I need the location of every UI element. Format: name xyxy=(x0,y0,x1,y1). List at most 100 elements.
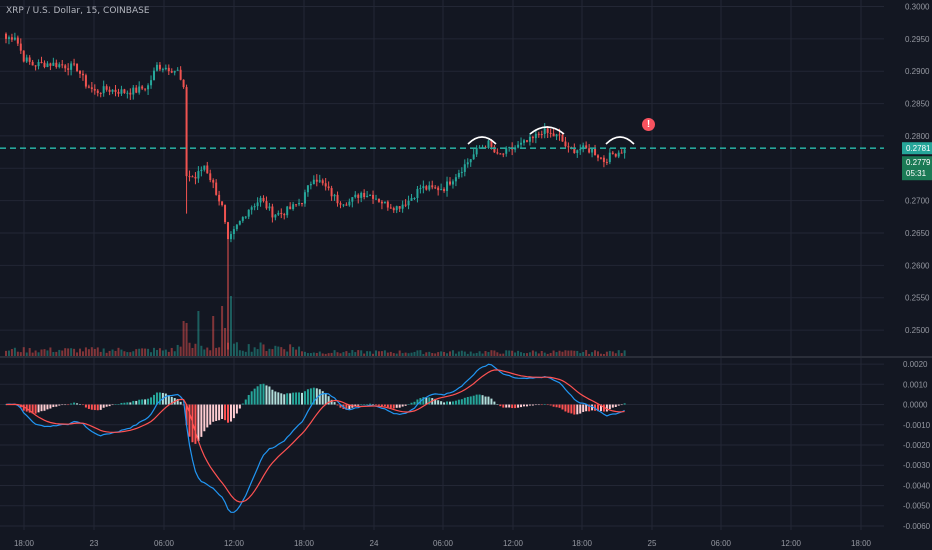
volume-bar-108 xyxy=(324,353,327,356)
candle-97 xyxy=(292,204,295,210)
candle-28 xyxy=(87,86,90,88)
volume-bar-147 xyxy=(440,351,443,356)
macd-hist-107 xyxy=(321,391,324,405)
volume-bar-41 xyxy=(126,352,129,356)
candle-38 xyxy=(117,91,120,94)
candle-87 xyxy=(262,197,265,202)
macd-hist-149 xyxy=(446,401,449,405)
macd-hist-142 xyxy=(425,397,428,405)
volume-bar-55 xyxy=(167,351,170,356)
candle-130 xyxy=(389,207,392,209)
macd-hist-16 xyxy=(52,404,55,408)
candle-73 xyxy=(221,201,224,206)
macd-hist-18 xyxy=(58,404,61,406)
candle-187 xyxy=(558,134,561,136)
price-tick-2: 0.2900 xyxy=(905,67,930,76)
volume-bar-110 xyxy=(330,352,333,356)
time-tick-6: 06:00 xyxy=(433,539,454,548)
macd-hist-172 xyxy=(514,404,517,409)
candle-184 xyxy=(549,132,552,134)
candle-40 xyxy=(123,89,126,94)
volume-bar-99 xyxy=(298,346,301,356)
pattern-arc-1 xyxy=(529,126,565,135)
candle-178 xyxy=(531,136,534,139)
macd-hist-54 xyxy=(164,393,167,405)
candle-117 xyxy=(351,197,354,202)
volume-bar-42 xyxy=(129,352,132,356)
candle-189 xyxy=(564,141,567,147)
candle-61 xyxy=(185,87,188,177)
macd-hist-91 xyxy=(274,391,277,405)
volume-bar-179 xyxy=(534,351,537,356)
volume-bar-195 xyxy=(582,351,585,356)
candle-161 xyxy=(481,146,484,148)
macd-hist-145 xyxy=(434,398,437,405)
macd-hist-70 xyxy=(212,404,215,422)
volume-bar-160 xyxy=(478,351,481,356)
candlestick-series xyxy=(5,32,626,350)
candle-157 xyxy=(469,159,472,163)
candle-67 xyxy=(203,165,206,170)
macd-hist-155 xyxy=(463,397,466,405)
candle-19 xyxy=(61,64,64,66)
macd-hist-121 xyxy=(363,404,366,405)
candle-88 xyxy=(265,201,268,209)
volume-bar-116 xyxy=(348,352,351,356)
volume-bar-145 xyxy=(434,353,437,356)
macd-hist-46 xyxy=(141,399,144,405)
macd-hist-163 xyxy=(487,396,490,405)
candle-149 xyxy=(446,181,449,191)
macd-hist-68 xyxy=(206,404,209,428)
candle-91 xyxy=(274,214,277,218)
macd-hist-134 xyxy=(401,404,404,407)
time-tick-7: 12:00 xyxy=(503,539,524,548)
volume-bar-154 xyxy=(460,350,463,356)
volume-bar-73 xyxy=(221,306,224,356)
candle-158 xyxy=(472,154,475,160)
volume-bar-15 xyxy=(49,347,52,356)
price-tick-1: 0.2950 xyxy=(905,35,930,44)
volume-bar-24 xyxy=(76,352,79,356)
candle-47 xyxy=(144,88,147,90)
volume-bar-169 xyxy=(505,350,508,356)
macd-hist-31 xyxy=(96,404,99,411)
candle-66 xyxy=(200,169,203,172)
macd-hist-143 xyxy=(428,397,431,405)
volume-bar-197 xyxy=(588,353,591,356)
volume-bar-95 xyxy=(286,351,289,356)
macd-hist-112 xyxy=(336,404,339,406)
candle-81 xyxy=(244,216,247,218)
volume-bar-146 xyxy=(437,352,440,356)
macd-hist-179 xyxy=(534,404,537,406)
macd-hist-198 xyxy=(591,404,594,411)
volume-bar-31 xyxy=(96,347,99,356)
candle-180 xyxy=(537,133,540,135)
volume-bar-37 xyxy=(114,350,117,356)
time-tick-1: 23 xyxy=(90,539,99,548)
volume-bar-175 xyxy=(523,353,525,356)
candle-155 xyxy=(463,164,466,172)
macd-hist-34 xyxy=(105,404,108,407)
macd-hist-111 xyxy=(333,402,336,405)
candle-140 xyxy=(419,188,422,190)
macd-hist-171 xyxy=(511,404,514,409)
candle-103 xyxy=(309,184,312,186)
volume-bar-46 xyxy=(141,348,144,356)
macd-hist-27 xyxy=(84,404,87,408)
candle-5 xyxy=(19,43,22,51)
exclamation-icon[interactable]: ! xyxy=(642,118,655,131)
time-tick-4: 18:00 xyxy=(294,539,315,548)
candle-119 xyxy=(357,194,360,198)
volume-bar-98 xyxy=(295,349,298,356)
volume-bar-203 xyxy=(605,351,608,356)
macd-hist-152 xyxy=(454,400,457,405)
macd-hist-196 xyxy=(585,404,588,412)
volume-bar-78 xyxy=(235,342,238,356)
candle-39 xyxy=(120,89,123,94)
volume-bar-112 xyxy=(336,352,339,356)
volume-bar-9 xyxy=(31,352,34,356)
candle-23 xyxy=(73,63,76,65)
macd-hist-39 xyxy=(120,402,123,405)
macd-hist-42 xyxy=(129,402,132,405)
